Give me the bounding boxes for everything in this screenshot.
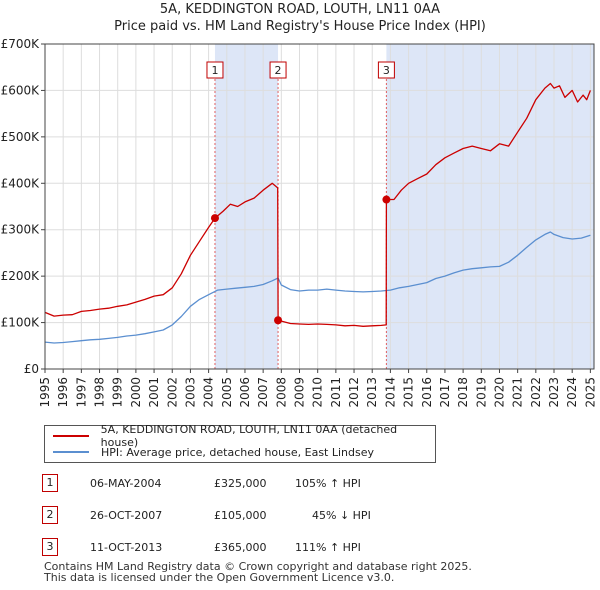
legend-item-property: 5A, KEDDINGTON ROAD, LOUTH, LN11 0AA (de…	[45, 423, 435, 449]
sale-point	[382, 195, 391, 204]
x-tick-label: 1999	[111, 377, 125, 408]
sale-marker-label: 2	[275, 64, 282, 77]
x-tick-label: 2013	[365, 377, 379, 408]
x-tick-label: 2005	[220, 377, 234, 408]
x-tick-label: 2004	[202, 377, 216, 408]
x-tick-label: 2019	[474, 377, 488, 408]
x-tick-label: 2025	[583, 377, 597, 408]
x-axis-ticks: 1995 1996 1997 1998 1999 2000 2001 2002 2003 2004…	[38, 369, 597, 408]
x-tick-label: 1997	[74, 377, 88, 408]
legend-label-hpi: HPI: Average price, detached house, East…	[101, 445, 375, 459]
series-line-hpi	[44, 231, 591, 344]
x-tick-label: 1995	[38, 377, 52, 408]
sale-marker-label: 1	[211, 64, 218, 77]
transaction-number: 2	[42, 506, 58, 524]
x-tick-label: 2016	[420, 377, 434, 408]
y-tick-label: £0	[24, 362, 39, 376]
transaction-hpi: 105% ↑ HPI	[295, 477, 361, 490]
transaction-number: 1	[42, 474, 58, 492]
x-tick-label: 2023	[547, 377, 561, 408]
x-tick-label: 2011	[329, 377, 343, 408]
footer-line: This data is licensed under the Open Gov…	[44, 571, 395, 584]
x-tick-label: 2012	[347, 377, 361, 408]
x-tick-label: 2002	[165, 377, 179, 408]
y-tick-label: £500K	[1, 130, 41, 144]
x-tick-label: 2009	[293, 377, 307, 408]
x-tick-label: 2008	[274, 377, 288, 408]
sale-marker-box	[377, 61, 395, 79]
x-tick-label: 2010	[311, 377, 325, 408]
x-tick-label: 2024	[565, 377, 579, 408]
sale-marker-label: 3	[383, 64, 390, 77]
y-tick-label: £200K	[1, 269, 41, 283]
shaded-range	[214, 44, 279, 369]
sale-marker-box	[269, 61, 287, 79]
x-tick-label: 2017	[438, 377, 452, 408]
y-tick-label: £300K	[1, 223, 41, 237]
transaction-number: 3	[42, 538, 58, 556]
x-tick-label: 2000	[129, 377, 143, 408]
y-tick-label: £400K	[1, 176, 41, 190]
series-line-property	[44, 82, 592, 327]
x-tick-label: 2018	[456, 377, 470, 408]
y-axis-ticks: £0 £100K £200K £300K £400K £500K £600K £700K	[1, 37, 45, 376]
plot-frame	[44, 43, 595, 370]
y-tick-label: £700K	[1, 37, 41, 51]
sale-point	[274, 316, 283, 325]
y-tick-label: £600K	[1, 83, 41, 97]
series-lines	[44, 82, 592, 344]
x-tick-label: 2001	[147, 377, 161, 408]
x-tick-label: 1996	[56, 377, 70, 408]
shaded-range	[386, 44, 594, 369]
chart-title: 5A, KEDDINGTON ROAD, LOUTH, LN11 0AA	[159, 2, 441, 17]
footer-line: Contains HM Land Registry data © Crown c…	[44, 560, 472, 573]
footer: Contains HM Land Registry data © Crown c…	[44, 561, 472, 583]
x-tick-label: 2007	[256, 377, 270, 408]
transaction-date: 11-OCT-2013	[90, 541, 163, 554]
transaction-price: £325,000	[214, 477, 267, 490]
transaction-price: £365,000	[214, 541, 267, 554]
y-tick-label: £100K	[1, 316, 41, 330]
legend-label-property: 5A, KEDDINGTON ROAD, LOUTH, LN11 0AA (de…	[100, 423, 398, 449]
x-tick-label: 2014	[383, 377, 397, 408]
legend-swatch-hpi	[53, 451, 89, 453]
transaction-date: 06-MAY-2004	[90, 477, 162, 490]
legend-item-hpi: HPI: Average price, detached house, East…	[45, 444, 374, 460]
x-tick-label: 2022	[529, 377, 543, 408]
legend-swatch-property	[53, 435, 89, 437]
legend: 5A, KEDDINGTON ROAD, LOUTH, LN11 0AA (de…	[44, 423, 436, 463]
shaded-ranges	[214, 44, 594, 369]
x-tick-label: 2006	[238, 377, 252, 408]
chart-subtitle: Price paid vs. HM Land Registry's House …	[114, 19, 486, 34]
sale-marker-box	[206, 61, 224, 79]
transaction-hpi: 111% ↑ HPI	[295, 541, 361, 554]
transaction-price: £105,000	[214, 509, 267, 522]
transaction-hpi: 45% ↓ HPI	[312, 509, 371, 522]
price-chart: £0 £100K £200K £300K £400K £500K £600K £700K 19…	[1, 37, 598, 408]
x-tick-label: 2020	[492, 377, 506, 408]
sale-point	[210, 214, 219, 223]
x-tick-label: 2015	[402, 377, 416, 408]
sale-points	[210, 195, 391, 325]
x-tick-label: 2021	[511, 377, 525, 408]
x-tick-label: 2003	[183, 377, 197, 408]
transaction-date: 26-OCT-2007	[90, 509, 163, 522]
x-tick-label: 1998	[93, 377, 107, 408]
